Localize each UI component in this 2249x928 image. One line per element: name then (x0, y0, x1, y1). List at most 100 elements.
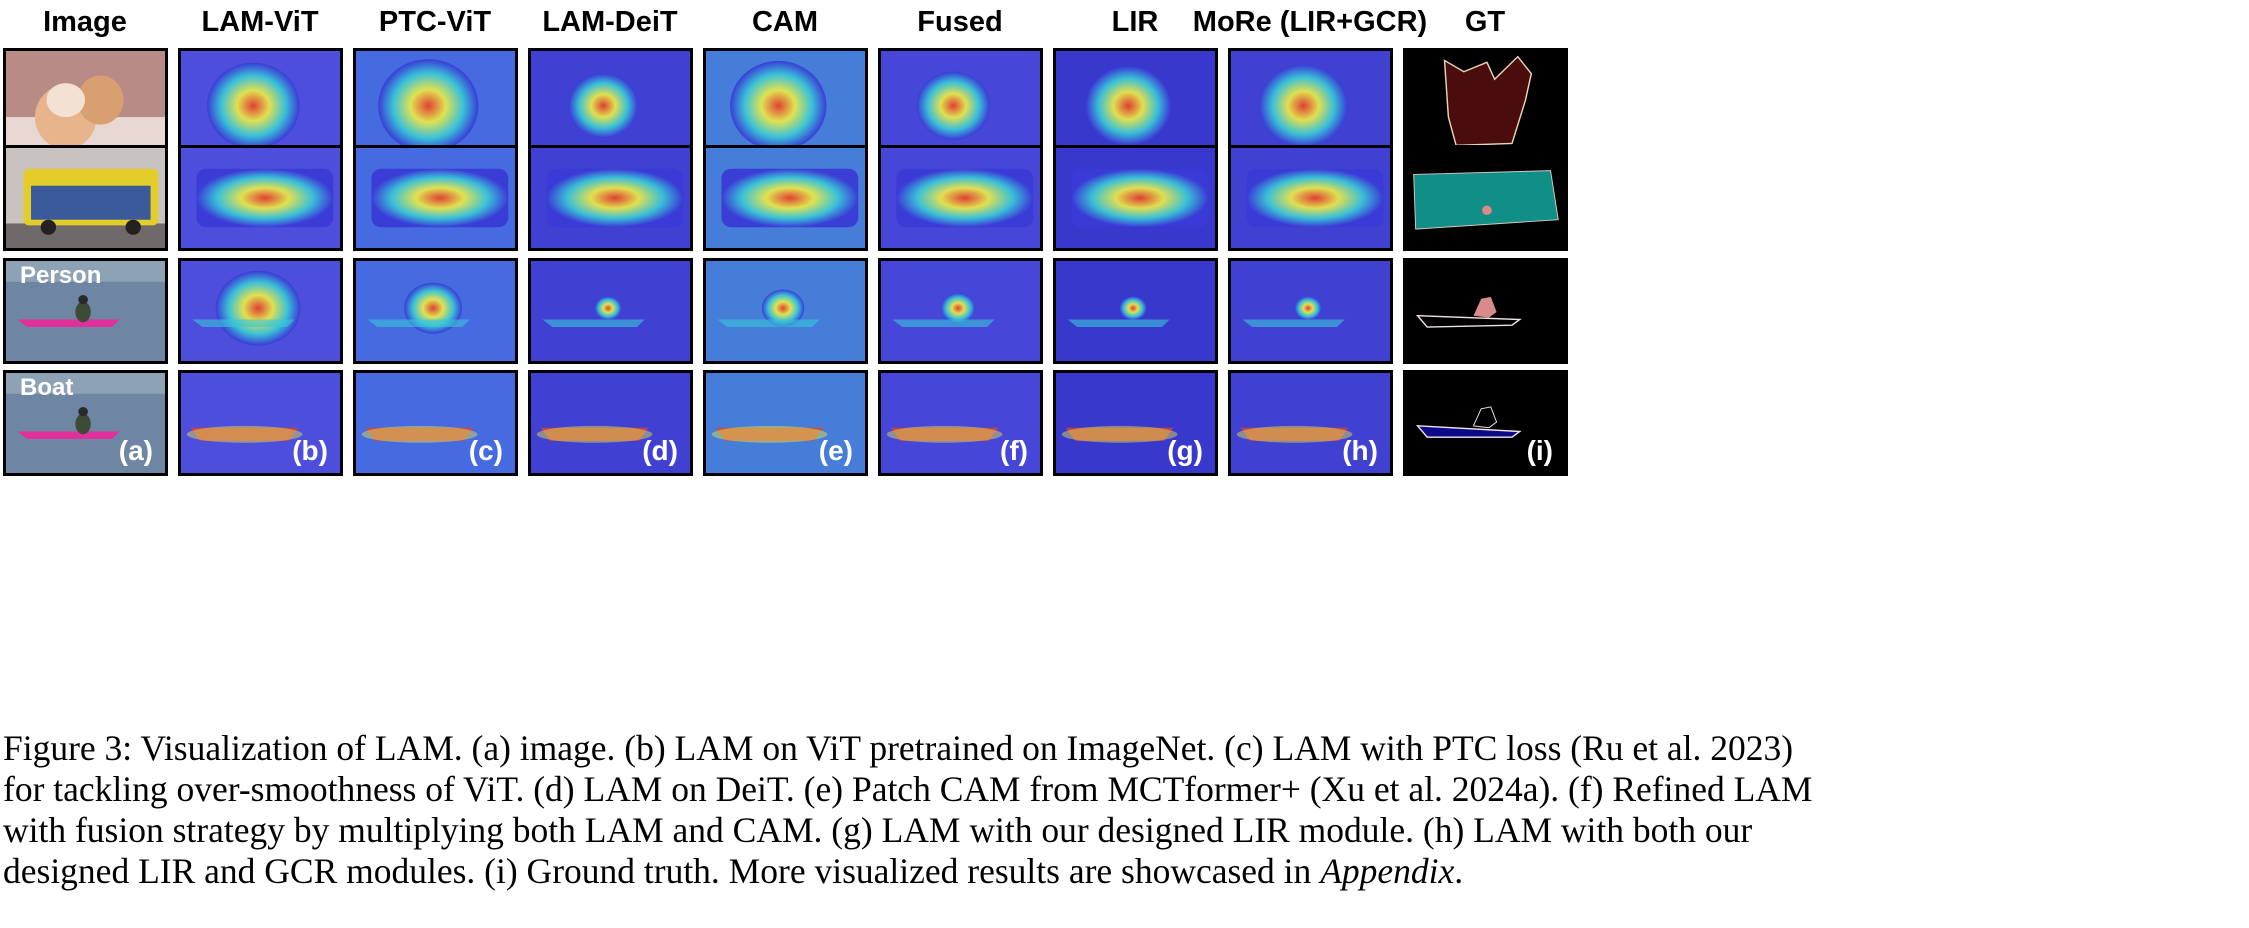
tile-bus-cam-image (706, 148, 865, 248)
caption-line-3: with fusion strategy by multiplying both… (3, 810, 1753, 850)
tile-boat-lir-image (1056, 373, 1215, 473)
tile-bus-lam-deit (528, 145, 693, 251)
row-tag-boat: Boat (20, 374, 74, 401)
panel-letter-gt: (i) (1526, 435, 1553, 466)
tile-bus-ptc-vit (353, 145, 518, 251)
tile-kitten-lir-image (1056, 51, 1215, 151)
tile-boat-gt-image (1406, 373, 1565, 473)
tile-boat-more-image (1231, 373, 1390, 473)
tile-bus-ptc-vit-image (356, 148, 515, 248)
caption-appendix: Appendix (1320, 851, 1455, 891)
tile-bus-fused (878, 145, 1043, 251)
panel-letter-ptc-vit: (c) (468, 435, 503, 466)
caption-line-2: for tackling over-smoothness of ViT. (d)… (3, 769, 1813, 809)
panel-letter-image: (a) (118, 435, 153, 466)
panel-letter-more: (h) (1342, 435, 1378, 466)
tile-kitten-more-image (1231, 51, 1390, 151)
column-header-image: Image (43, 6, 127, 38)
tile-person-lam-vit (178, 258, 343, 364)
tile-boat-more: (h) (1228, 370, 1393, 476)
tile-person-lir (1053, 258, 1218, 364)
tile-person-more (1228, 258, 1393, 364)
panel-letter-lir: (g) (1167, 435, 1203, 466)
tile-kitten-image (3, 48, 168, 154)
tile-kitten-lam-deit (528, 48, 693, 154)
tile-kitten-lam-deit-image (531, 51, 690, 151)
tile-boat-lam-vit: (b) (178, 370, 343, 476)
tile-kitten-lam-vit-image (181, 51, 340, 151)
tile-bus-cam (703, 145, 868, 251)
column-header-ptc-vit: PTC-ViT (378, 6, 492, 38)
caption-line-4: designed LIR and GCR modules. (i) Ground… (3, 851, 1463, 891)
tile-boat-lam-deit: (d) (528, 370, 693, 476)
tile-person-fused-image (881, 261, 1040, 361)
column-header-gt: GT (1464, 6, 1506, 38)
tile-kitten-lir (1053, 48, 1218, 154)
tile-boat-ptc-vit: (c) (353, 370, 518, 476)
tile-person-gt (1403, 258, 1568, 364)
tile-bus-lir-image (1056, 148, 1215, 248)
tile-bus-image (3, 145, 168, 251)
caption-period: . (1454, 851, 1464, 891)
tile-person-lir-image (1056, 261, 1215, 361)
tile-kitten-cam (703, 48, 868, 154)
tile-person-cam (703, 258, 868, 364)
panel-letter-lam-deit: (d) (642, 435, 678, 466)
tile-bus-more (1228, 145, 1393, 251)
tile-bus-gt (1403, 145, 1568, 251)
column-header-lam-vit: LAM-ViT (201, 6, 319, 38)
tile-kitten-gt (1403, 48, 1568, 154)
tile-person-ptc-vit (353, 258, 518, 364)
tile-kitten-cam-image (706, 51, 865, 151)
tile-kitten-fused-image (881, 51, 1040, 151)
column-header-lam-deit: LAM-DeiT (542, 6, 678, 38)
tile-person-gt-image (1406, 261, 1565, 361)
tile-boat-lir: (g) (1053, 370, 1218, 476)
tile-bus-more-image (1231, 148, 1390, 248)
tile-boat-lam-vit-image (181, 373, 340, 473)
tile-kitten-gt-image (1406, 51, 1565, 151)
tile-kitten-ptc-vit-image (356, 51, 515, 151)
tile-person-cam-image (706, 261, 865, 361)
tile-person-fused (878, 258, 1043, 364)
panel-letter-fused: (f) (1000, 435, 1028, 466)
caption-line-4-text: designed LIR and GCR modules. (i) Ground… (3, 851, 1312, 891)
tile-boat-fused-image (881, 373, 1040, 473)
tile-person-image (3, 258, 168, 364)
panel-letter-cam: (e) (818, 435, 853, 466)
caption-line-1: Figure 3: Visualization of LAM. (a) imag… (3, 728, 1794, 768)
tile-boat-fused: (f) (878, 370, 1043, 476)
tile-bus-lam-vit-image (181, 148, 340, 248)
tile-bus-lir (1053, 145, 1218, 251)
column-header-fused: Fused (917, 6, 1003, 38)
tile-person-ptc-vit-image (356, 261, 515, 361)
tile-kitten-image-image (6, 51, 165, 151)
row-tag-person: Person (20, 262, 102, 289)
tile-bus-gt-image (1406, 148, 1565, 248)
tile-kitten-lam-vit (178, 48, 343, 154)
tile-bus-lam-deit-image (531, 148, 690, 248)
tile-boat-image-image (6, 373, 165, 473)
tile-kitten-fused (878, 48, 1043, 154)
tile-boat-image: (a) (3, 370, 168, 476)
tile-person-image-image (6, 261, 165, 361)
tile-person-lam-deit-image (531, 261, 690, 361)
tile-kitten-ptc-vit (353, 48, 518, 154)
tile-boat-lam-deit-image (531, 373, 690, 473)
tile-boat-ptc-vit-image (356, 373, 515, 473)
figure-caption: Figure 3: Visualization of LAM. (a) imag… (3, 728, 2246, 892)
tile-kitten-more (1228, 48, 1393, 154)
panel-letter-lam-vit: (b) (292, 435, 328, 466)
tile-bus-lam-vit (178, 145, 343, 251)
column-header-lir: LIR (1111, 6, 1159, 38)
column-header-cam: CAM (751, 6, 819, 38)
tile-person-lam-vit-image (181, 261, 340, 361)
column-header-more: MoRe (LIR+GCR) (1192, 6, 1428, 38)
tile-bus-fused-image (881, 148, 1040, 248)
tile-person-more-image (1231, 261, 1390, 361)
tile-boat-gt: (i) (1403, 370, 1568, 476)
tile-boat-cam: (e) (703, 370, 868, 476)
tile-boat-cam-image (706, 373, 865, 473)
tile-bus-image-image (6, 148, 165, 248)
tile-person-lam-deit (528, 258, 693, 364)
